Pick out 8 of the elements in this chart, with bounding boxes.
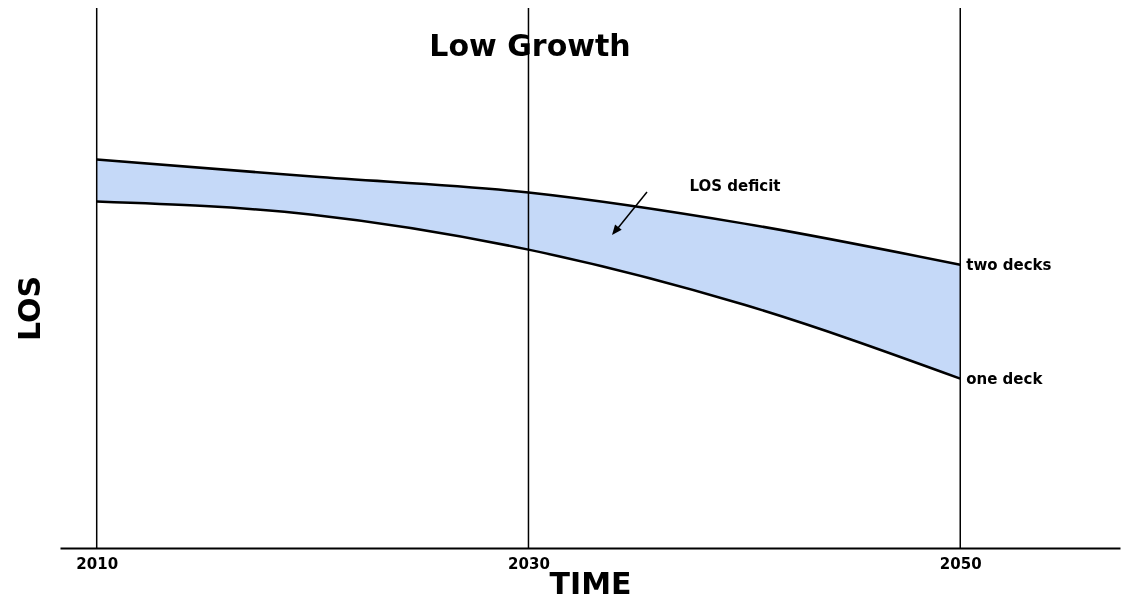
x-tick-label: 2010	[76, 554, 119, 573]
x-tick-label: 2030	[508, 554, 550, 573]
series-label: one deck	[966, 369, 1044, 388]
x-tick-label: 2050	[939, 554, 982, 573]
annotation: LOS deficit	[689, 177, 781, 195]
y-axis-title: LOS	[12, 275, 48, 342]
x-axis-title: TIME	[549, 565, 632, 601]
series-label: two decks	[966, 255, 1052, 274]
